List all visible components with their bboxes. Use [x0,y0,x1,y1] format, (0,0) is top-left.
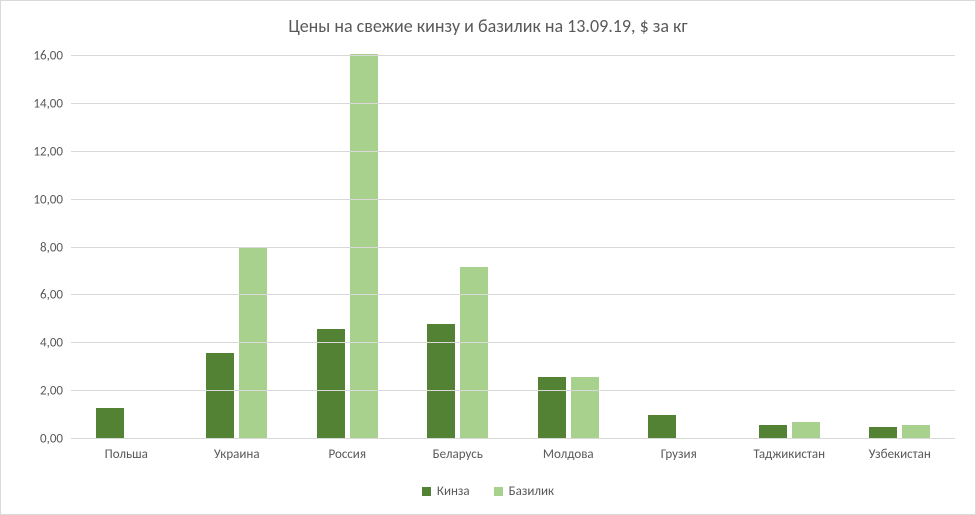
bar-базилик [239,248,267,440]
bar-базилик [460,267,488,439]
bar-базилик [571,377,599,439]
x-tick-label: Польша [105,439,148,462]
y-tick-label: 2,00 [40,384,71,399]
gridline [71,342,955,343]
y-tick-label: 10,00 [33,192,71,207]
y-tick-label: 14,00 [33,96,71,111]
legend-swatch [494,487,503,496]
bar-кинза [96,408,124,439]
legend-label: Базилик [509,484,554,499]
y-tick-label: 0,00 [40,432,71,447]
legend: Кинза Базилик [1,484,975,500]
bar-кинза [759,425,787,439]
chart-title: Цены на свежие кинзу и базилик на 13.09.… [1,1,975,43]
gridline [71,390,955,391]
x-tick-label: Грузия [661,439,697,462]
x-tick-label: Узбекистан [869,439,931,462]
gridline [71,103,955,104]
x-tick-label: Россия [329,439,367,462]
x-tick-label: Беларусь [433,439,483,462]
bar-базилик [792,422,820,439]
bar-кинза [648,415,676,439]
bar-кинза [317,329,345,439]
plot-area: 0,002,004,006,008,0010,0012,0014,0016,00… [71,56,955,439]
gridline [71,55,955,56]
bar-кинза [206,353,234,439]
legend-swatch [422,487,431,496]
y-tick-label: 12,00 [33,144,71,159]
gridline [71,199,955,200]
y-tick-label: 16,00 [33,49,71,64]
x-tick-label: Молдова [543,439,594,462]
gridline [71,247,955,248]
bar-базилик [902,425,930,439]
bar-кинза [538,377,566,439]
gridline [71,294,955,295]
y-tick-label: 8,00 [40,240,71,255]
x-tick-label: Украина [214,439,260,462]
x-tick-label: Таджикистан [753,439,825,462]
chart-container: Цены на свежие кинзу и базилик на 13.09.… [0,0,976,515]
y-tick-label: 6,00 [40,288,71,303]
legend-item: Базилик [494,484,554,499]
legend-item: Кинза [422,484,470,499]
gridline [71,151,955,152]
legend-label: Кинза [437,484,470,499]
y-tick-label: 4,00 [40,336,71,351]
